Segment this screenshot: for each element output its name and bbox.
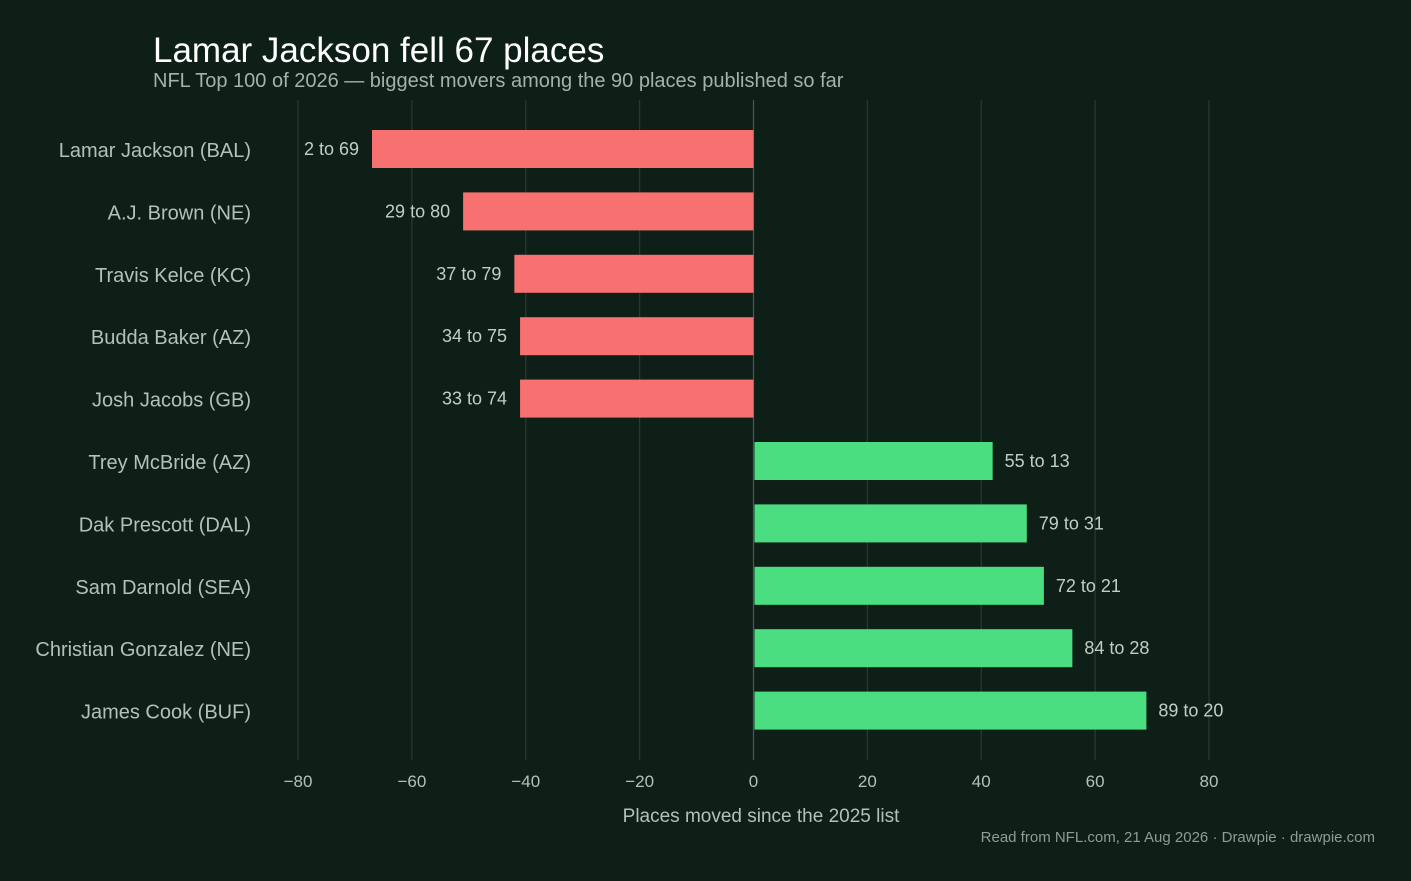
category-label: A.J. Brown (NE) (108, 202, 251, 224)
chart-title: Lamar Jackson fell 67 places (153, 31, 604, 70)
x-tick-label: 80 (1200, 772, 1219, 791)
x-tick-label: 40 (972, 772, 991, 791)
bar (372, 130, 754, 168)
bar (754, 629, 1073, 668)
bar (754, 691, 1147, 730)
data-label: 2 to 69 (304, 139, 359, 159)
x-tick-label: −60 (397, 772, 426, 791)
bar (754, 566, 1044, 605)
data-label: 34 to 75 (442, 326, 507, 346)
x-tick-label: 60 (1086, 772, 1105, 791)
category-label: Budda Baker (AZ) (91, 327, 251, 349)
bar (463, 192, 754, 231)
data-label: 79 to 31 (1039, 513, 1104, 533)
x-tick-label: −80 (284, 772, 313, 791)
x-tick-label: −40 (511, 772, 540, 791)
category-label: Dak Prescott (DAL) (79, 514, 251, 536)
x-axis-label: Places moved since the 2025 list (623, 806, 900, 827)
x-tick-label: 0 (749, 772, 758, 791)
bar (754, 504, 1027, 543)
category-label: Josh Jacobs (GB) (92, 390, 251, 412)
category-label: James Cook (BUF) (81, 702, 251, 724)
data-label: 89 to 20 (1158, 701, 1223, 721)
data-label: 29 to 80 (385, 201, 450, 221)
bar (514, 254, 754, 293)
source-footer: Read from NFL.com, 21 Aug 2026 · Drawpie… (981, 829, 1375, 846)
chart-subtitle: NFL Top 100 of 2026 — biggest movers amo… (153, 70, 844, 92)
x-tick-label: −20 (625, 772, 654, 791)
data-label: 84 to 28 (1084, 638, 1149, 658)
bar (520, 379, 754, 418)
data-label: 55 to 13 (1005, 451, 1070, 471)
bar (520, 317, 754, 356)
bar (754, 442, 993, 480)
category-label: Christian Gonzalez (NE) (35, 639, 251, 661)
bars (372, 130, 1147, 730)
data-labels: 2 to 69 29 to 80 37 to 79 34 to 75 33 to 74 5… (304, 139, 1223, 721)
x-tick-label: 20 (858, 772, 877, 791)
x-axis-ticks: −80 −60 −40 −20 0 20 40 60 80 (284, 772, 1219, 791)
category-label: Trey McBride (AZ) (88, 452, 251, 474)
data-label: 33 to 74 (442, 389, 507, 409)
data-label: 72 to 21 (1056, 576, 1121, 596)
data-label: 37 to 79 (436, 264, 501, 284)
category-label: Sam Darnold (SEA) (75, 577, 251, 599)
category-labels: Lamar Jackson (BAL) A.J. Brown (NE) Travis… (35, 140, 251, 724)
category-label: Lamar Jackson (BAL) (59, 140, 251, 162)
category-label: Travis Kelce (KC) (95, 265, 251, 287)
